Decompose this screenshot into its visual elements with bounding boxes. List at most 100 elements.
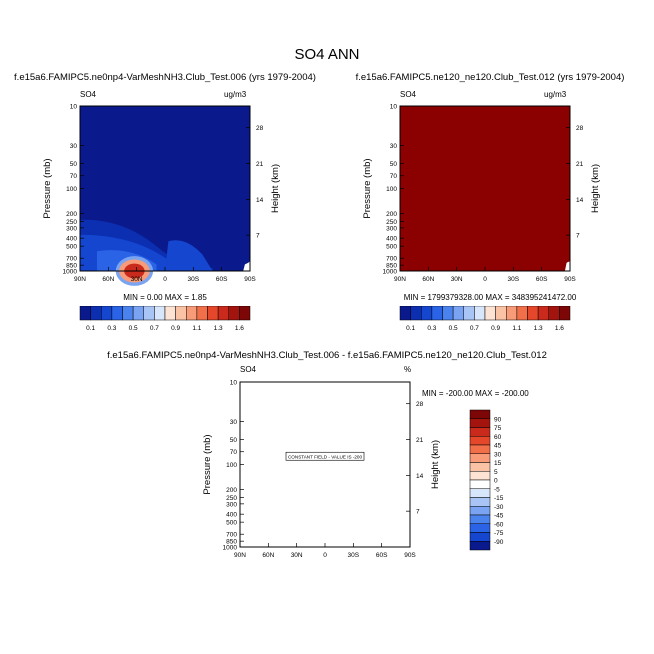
- panel3-y2tick-label: 7: [416, 509, 420, 516]
- panel3-colorbar-label: 30: [494, 451, 502, 458]
- panel1-colorbar-swatch: [217, 306, 229, 321]
- panel3-colorbar-swatch: [469, 427, 491, 437]
- panel2-colorbar-label: 0.9: [491, 325, 500, 332]
- panel3-xtick-label: 90N: [234, 552, 246, 559]
- panel2-colorbar-label: 0.3: [427, 325, 436, 332]
- panel3-colorbar-swatch: [469, 532, 491, 542]
- panel2-colorbar-label: 1.1: [512, 325, 521, 332]
- panel1-colorbar-swatch: [186, 306, 198, 321]
- panel3-units: %: [404, 365, 412, 374]
- panel3-constant-box: [285, 451, 365, 461]
- panel2-colorbar-swatch: [442, 306, 454, 321]
- panel3-ytick-label: 10: [230, 380, 238, 387]
- panel3-ytick-label: 250: [226, 495, 237, 502]
- panel2-ytick-label: 30: [390, 143, 398, 150]
- panel1-ytick-label: 300: [66, 225, 77, 232]
- panel2-colorbar-label: 0.5: [449, 325, 458, 332]
- panel3-colorbar-swatch: [469, 453, 491, 463]
- panel2-ytick-label: 250: [386, 219, 397, 226]
- panel3-colorbar-swatch: [469, 462, 491, 472]
- panel1-colorbar: 0.1 0.3 0.5 0.7 0.9 1.1 1.3 1.6: [79, 306, 251, 332]
- panel2-var: SO4: [400, 90, 417, 99]
- panel2-colorbar-swatch: [410, 306, 422, 321]
- panel3-colorbar-swatch: [469, 488, 491, 498]
- panel2-colorbar-swatch: [495, 306, 507, 321]
- panel2-subtitle: f.e15a6.FAMIPC5.ne120_ne120.Club_Test.01…: [355, 72, 625, 83]
- panel2-colorbar-label: 0.7: [470, 325, 479, 332]
- panel2-ytick-label: 100: [386, 186, 397, 193]
- panel3-colorbar-label: -5: [494, 486, 500, 493]
- panel1-colorbar-swatch: [196, 306, 208, 321]
- panel1-ytick-label: 100: [66, 186, 77, 193]
- panel1-xtick-label: 30S: [188, 276, 200, 283]
- panel2-colorbar-swatch: [537, 306, 549, 321]
- panel2-colorbar-swatch: [484, 306, 496, 321]
- panel3-colorbar-label: 15: [494, 460, 502, 467]
- panel1-colorbar-swatch: [175, 306, 187, 321]
- panel1-colorbar-swatch: [207, 306, 219, 321]
- panel1-colorbar-swatch: [154, 306, 166, 321]
- panel3-xtick-label: 30N: [291, 552, 303, 559]
- panel3-colorbar-swatch: [469, 514, 491, 524]
- panel2-colorbar-label: 1.6: [555, 325, 564, 332]
- panel1-minmax: MIN = 0.00 MAX = 1.85: [123, 293, 207, 302]
- panel3-ytick-label: 850: [226, 539, 237, 546]
- panel2-y2tick-label: 14: [576, 197, 584, 204]
- panel2-colorbar-label: 0.1: [406, 325, 415, 332]
- panel1-colorbar-swatch: [132, 306, 144, 321]
- panel1-ytick-label: 700: [66, 256, 77, 263]
- panel1-y2label: Height (km): [270, 164, 281, 213]
- panel1-xtick-label: 90S: [244, 276, 256, 283]
- panel3-colorbar-label: -90: [494, 539, 504, 546]
- panel1-ytick-label: 50: [70, 161, 78, 168]
- panel1-y2tick-label: 7: [256, 233, 260, 240]
- panel3-colorbar-label: 45: [494, 443, 502, 450]
- panel1-ytick-label: 10: [70, 104, 78, 111]
- panel2-ytick-label: 50: [390, 161, 398, 168]
- panel2-xtick-label: 60N: [422, 276, 434, 283]
- panel3-xtick-label: 60N: [262, 552, 274, 559]
- panel3-ytick-label: 500: [226, 520, 237, 527]
- panel1-colorbar-label: 0.3: [107, 325, 116, 332]
- panel3-ytick-label: 30: [230, 419, 238, 426]
- panel1-colorbar-label: 1.6: [235, 325, 244, 332]
- panel3-ytick-label: 1000: [223, 545, 238, 552]
- panel3-xtick-label: 60S: [376, 552, 388, 559]
- panel3-colorbar-swatch: [469, 506, 491, 516]
- panel3-ytick-label: 70: [230, 449, 238, 456]
- panel3-colorbar-swatch: [469, 444, 491, 454]
- panel1-xtick-label: 90N: [74, 276, 86, 283]
- panel3-xtick-label: 0: [323, 552, 327, 559]
- panel2-minmax: MIN = 1799379328.00 MAX = 348395241472.0…: [403, 293, 577, 302]
- panel1-colorbar-swatch: [228, 306, 240, 321]
- panel3-colorbar-label: 75: [494, 425, 502, 432]
- panel1-colorbar-label: 0.5: [129, 325, 138, 332]
- panel1-subtitle: f.e15a6.FAMIPC5.ne0np4-VarMeshNH3.Club_T…: [14, 72, 316, 83]
- panel1-topography-mask: [243, 261, 250, 271]
- panel1-colorbar-swatch: [79, 306, 91, 321]
- panel2-colorbar-swatch: [452, 306, 464, 321]
- panel3-colorbar-label: -30: [494, 504, 504, 511]
- panel2-colorbar-swatch: [559, 306, 571, 321]
- panel2-ytick-label: 850: [386, 263, 397, 270]
- panel1-ylabel: Pressure (mb): [42, 158, 53, 218]
- panel3-y2tick-label: 28: [416, 401, 424, 408]
- panel1-xtick-label: 60N: [102, 276, 114, 283]
- panel1-ytick-label: 30: [70, 143, 78, 150]
- panel1-units: ug/m3: [224, 90, 247, 99]
- panel2-topography-mask: [564, 261, 570, 271]
- panel3-ytick-label: 200: [226, 487, 237, 494]
- panel3-ytick-label: 400: [226, 512, 237, 519]
- panel1-colorbar-swatch: [239, 306, 251, 321]
- panel2-ytick-label: 70: [390, 173, 398, 180]
- panel2-xtick-label: 90N: [394, 276, 406, 283]
- panel2-ytick-label: 500: [386, 244, 397, 251]
- panel1-var: SO4: [80, 90, 97, 99]
- panel2-ylabel: Pressure (mb): [362, 158, 373, 218]
- panel3-y2tick-label: 14: [416, 473, 424, 480]
- panel2-y2tick-label: 28: [576, 125, 584, 132]
- panel1-colorbar-swatch: [143, 306, 155, 321]
